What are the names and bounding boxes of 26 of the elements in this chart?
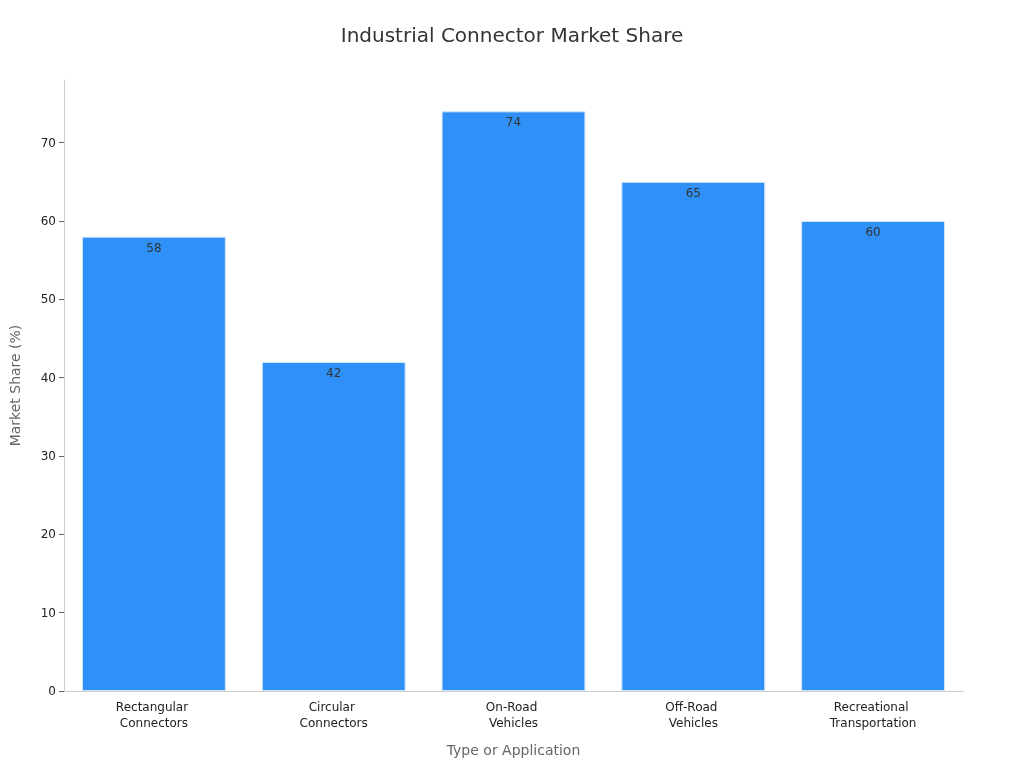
x-tick-label: On-Road Vehicles	[485, 700, 542, 730]
data-label: 58	[146, 240, 162, 255]
x-tick-label: Circular Connectors	[299, 700, 368, 730]
x-axis-title: Type or Application	[445, 742, 581, 758]
y-tick-label: 50	[40, 292, 56, 307]
bar	[441, 111, 586, 691]
data-label: 42	[326, 366, 342, 380]
data-label: 65	[685, 185, 701, 200]
bar	[801, 221, 946, 691]
x-tick-label: Rectangular Connectors	[115, 700, 192, 730]
bar	[261, 362, 406, 691]
y-tick-label: 60	[40, 214, 56, 228]
x-tick-label: Off-Road Vehicles	[665, 700, 722, 730]
y-tick-label: 20	[40, 527, 56, 542]
y-tick-label: 0	[48, 684, 56, 698]
bar	[621, 181, 766, 691]
x-tick-label: Recreational Transportation	[828, 700, 917, 730]
bar	[81, 236, 226, 691]
y-tick-label: 30	[40, 449, 56, 463]
data-label: 74	[505, 115, 522, 130]
y-tick-label: 10	[40, 605, 56, 620]
chart-title: Industrial Connector Market Share	[340, 23, 684, 47]
data-label: 60	[865, 225, 881, 239]
y-tick-label: 70	[40, 135, 56, 150]
y-tick-label: 40	[40, 370, 56, 385]
y-axis-title: Market Share (%)	[7, 324, 23, 447]
